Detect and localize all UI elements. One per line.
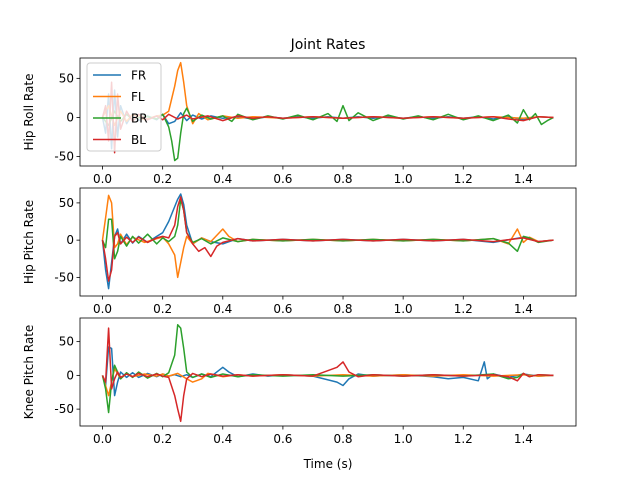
x-tick-label: 1.0	[394, 172, 413, 186]
x-tick-label: 1.4	[514, 172, 533, 186]
x-tick-label: 0.6	[273, 172, 292, 186]
subplot-2: 0.0 0.2 0.4 0.6 0.8 1.0 1.2 1.4 -50 0 50 Hip Pitch …	[22, 187, 577, 316]
x-tick-label: 0.6	[273, 302, 292, 316]
figure-title: Joint Rates	[290, 37, 366, 53]
legend-label-fr: FR	[131, 69, 146, 83]
x-tick-label: 1.2	[454, 302, 473, 316]
x-tick-label: 1.2	[454, 432, 473, 446]
y-axis-label: Hip Roll Rate	[22, 74, 36, 151]
axes-frame	[79, 57, 577, 167]
x-tick-label: 0.2	[153, 172, 172, 186]
x-tick-label: 0.0	[93, 432, 112, 446]
x-tick-label: 0.0	[93, 172, 112, 186]
y-axis-label: Hip Pitch Rate	[22, 200, 36, 284]
subplot-1: 0.0 0.2 0.4 0.6 0.8 1.0 1.2 1.4 -50 0 50 Hip Roll R…	[22, 57, 577, 186]
subplots-group: 0.0 0.2 0.4 0.6 0.8 1.0 1.2 1.4 -50 0 50 Hip Roll R…	[22, 57, 577, 446]
x-tick-label: 0.6	[273, 432, 292, 446]
x-tick-label: 0.4	[213, 172, 232, 186]
y-tick-label: 50	[59, 196, 74, 210]
legend-label-br: BR	[131, 112, 148, 126]
x-tick-label: 0.8	[333, 302, 352, 316]
y-tick-label: 0	[66, 233, 74, 247]
x-tick-label: 1.0	[394, 432, 413, 446]
y-tick-label: 50	[59, 335, 74, 349]
x-tick-label: 0.4	[213, 302, 232, 316]
y-axis-label: Knee Pitch Rate	[22, 325, 36, 420]
legend-label-fl: FL	[131, 90, 145, 104]
subplot-3: 0.0 0.2 0.4 0.6 0.8 1.0 1.2 1.4 -50 0 50 Knee Pitch…	[22, 317, 577, 446]
legend-label-bl: BL	[131, 133, 146, 147]
y-tick-label: 0	[66, 368, 74, 382]
series-line-fr	[101, 346, 554, 397]
x-tick-label: 1.4	[514, 302, 533, 316]
x-tick-label: 1.0	[394, 302, 413, 316]
x-tick-label: 1.4	[514, 432, 533, 446]
series-group	[101, 193, 554, 290]
y-tick-label: -50	[54, 270, 74, 284]
x-tick-label: 0.8	[333, 172, 352, 186]
x-tick-label: 0.4	[213, 432, 232, 446]
x-axis-label: Time (s)	[303, 457, 353, 471]
axes-frame	[79, 187, 577, 297]
x-tick-label: 0.2	[153, 432, 172, 446]
y-tick-label: -50	[54, 150, 74, 164]
x-tick-label: 0.8	[333, 432, 352, 446]
y-tick-label: -50	[54, 402, 74, 416]
axes-frame	[79, 317, 577, 427]
legend: FR FL BR BL	[86, 62, 162, 152]
legend-box	[86, 62, 162, 152]
x-tick-label: 0.0	[93, 302, 112, 316]
y-tick-label: 50	[59, 71, 74, 85]
series-group	[101, 324, 554, 423]
x-tick-label: 0.2	[153, 302, 172, 316]
series-line-bl	[101, 327, 554, 423]
x-tick-label: 1.2	[454, 172, 473, 186]
series-line-bl	[101, 196, 554, 282]
y-tick-label: 0	[66, 110, 74, 124]
